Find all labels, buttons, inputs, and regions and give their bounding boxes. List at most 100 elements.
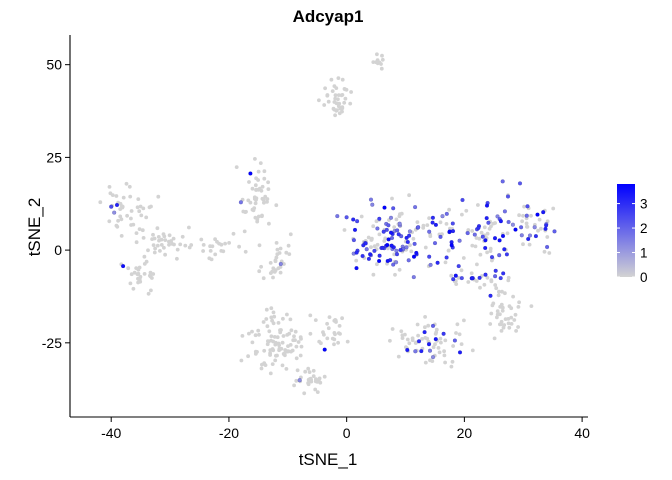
cell-point bbox=[368, 197, 374, 202]
cell-point bbox=[390, 327, 395, 331]
cell-point bbox=[302, 391, 307, 396]
cell-point bbox=[470, 348, 475, 353]
colorbar-tick-label: 1 bbox=[640, 246, 648, 261]
cell-point bbox=[464, 208, 469, 213]
cell-point bbox=[284, 367, 289, 371]
cell-point bbox=[175, 256, 179, 261]
cell-point bbox=[295, 368, 300, 373]
cell-point bbox=[525, 225, 530, 229]
cell-point bbox=[322, 347, 327, 352]
cell-point bbox=[438, 220, 443, 225]
cell-point bbox=[372, 244, 377, 249]
cell-point bbox=[425, 223, 430, 228]
cell-point bbox=[293, 329, 298, 334]
cell-point bbox=[399, 211, 404, 216]
cell-point bbox=[375, 226, 380, 231]
cell-point bbox=[151, 272, 156, 276]
cell-point bbox=[199, 237, 204, 242]
cell-point bbox=[433, 222, 438, 227]
cell-point bbox=[334, 101, 339, 106]
cell-point bbox=[492, 236, 498, 241]
cell-point bbox=[412, 241, 417, 246]
cell-point bbox=[275, 252, 280, 257]
cell-point bbox=[273, 358, 278, 363]
cell-point bbox=[151, 232, 155, 237]
cell-point bbox=[354, 266, 359, 271]
cell-point bbox=[371, 60, 376, 64]
cell-point bbox=[370, 202, 375, 207]
cell-point bbox=[262, 200, 266, 205]
cell-point bbox=[294, 344, 299, 349]
cell-point bbox=[134, 231, 139, 236]
cell-point bbox=[388, 338, 392, 343]
cell-point bbox=[149, 288, 153, 293]
cell-point bbox=[297, 378, 302, 383]
cell-point bbox=[317, 98, 321, 103]
y-tick-label: 50 bbox=[46, 57, 62, 73]
cell-point bbox=[459, 342, 464, 346]
cell-point bbox=[303, 369, 308, 374]
cell-point bbox=[449, 364, 454, 369]
cell-point bbox=[459, 268, 464, 273]
cell-point bbox=[267, 329, 272, 334]
cell-point bbox=[137, 209, 142, 214]
cell-point bbox=[291, 338, 296, 343]
cell-point bbox=[325, 321, 329, 326]
cell-point bbox=[379, 66, 384, 71]
cell-point bbox=[340, 316, 344, 321]
cell-point bbox=[501, 271, 506, 276]
cell-point bbox=[261, 197, 266, 202]
cell-point bbox=[431, 345, 436, 350]
cell-point bbox=[450, 221, 455, 226]
cell-point bbox=[271, 310, 276, 315]
cell-point bbox=[114, 194, 119, 198]
cell-point bbox=[498, 276, 503, 281]
cell-point bbox=[162, 245, 166, 250]
cell-point bbox=[480, 234, 485, 239]
cell-point bbox=[384, 227, 389, 232]
cell-point bbox=[313, 387, 318, 392]
cell-point bbox=[337, 324, 342, 328]
cell-point bbox=[330, 89, 335, 93]
cell-point bbox=[135, 272, 140, 277]
cell-point bbox=[503, 317, 508, 321]
y-axis-ticks: -25 0 25 50 bbox=[42, 57, 70, 351]
cell-point bbox=[532, 225, 537, 230]
cell-point bbox=[442, 353, 447, 358]
cell-point bbox=[114, 223, 119, 228]
cell-point bbox=[268, 348, 273, 353]
cell-point bbox=[533, 234, 538, 239]
cell-point bbox=[322, 103, 327, 107]
cell-point bbox=[272, 314, 277, 319]
cell-point bbox=[274, 203, 279, 208]
cell-point bbox=[496, 293, 501, 298]
cell-point bbox=[146, 291, 151, 296]
cell-point bbox=[470, 229, 475, 233]
cell-point bbox=[266, 187, 271, 192]
cell-point bbox=[126, 266, 131, 271]
cell-point bbox=[332, 342, 336, 347]
cell-point bbox=[430, 215, 435, 220]
cell-point bbox=[345, 339, 350, 344]
cell-point bbox=[269, 334, 274, 339]
cell-point bbox=[280, 363, 285, 368]
cell-point bbox=[234, 165, 239, 170]
cell-point bbox=[278, 246, 283, 251]
cell-point bbox=[313, 318, 318, 322]
cell-point bbox=[377, 258, 382, 264]
cell-point bbox=[410, 338, 415, 343]
cell-point bbox=[231, 231, 236, 236]
cell-point bbox=[253, 333, 258, 338]
cell-point bbox=[389, 243, 394, 248]
cell-point bbox=[371, 224, 376, 229]
cell-point bbox=[326, 326, 331, 331]
cell-point bbox=[294, 356, 299, 361]
cell-point bbox=[128, 281, 133, 286]
cell-point bbox=[513, 227, 518, 232]
cell-point bbox=[544, 244, 550, 250]
cell-point bbox=[313, 379, 318, 384]
cell-point bbox=[447, 207, 451, 212]
cell-point bbox=[509, 315, 514, 320]
cell-point bbox=[336, 331, 341, 335]
cell-point bbox=[137, 265, 142, 270]
